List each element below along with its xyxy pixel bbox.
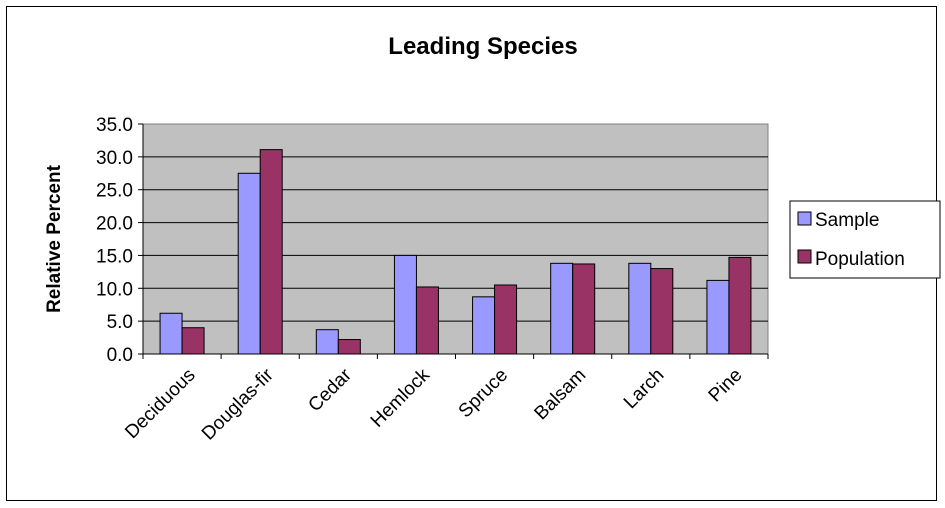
- bar-sample-spruce: [472, 296, 496, 355]
- plot-area: [142, 123, 769, 355]
- bar-sample-larch: [628, 262, 652, 355]
- bar-sample-deciduous: [159, 312, 183, 355]
- y-tick-label: 30.0: [96, 148, 133, 169]
- legend: Sample Population: [789, 200, 941, 279]
- legend-box: [789, 200, 941, 279]
- legend-swatch-sample: [797, 211, 812, 226]
- legend-swatch-population: [797, 249, 812, 264]
- bars: [159, 149, 752, 355]
- y-tick-label: 0.0: [107, 345, 133, 366]
- y-tick-label: 15.0: [96, 246, 133, 267]
- bar-sample-douglas-fir: [237, 172, 261, 355]
- x-tick-label: Deciduous: [121, 365, 199, 443]
- x-tick-label: Cedar: [304, 364, 356, 416]
- x-tick-label: Balsam: [531, 365, 591, 425]
- bar-population-larch: [650, 268, 674, 355]
- x-tick-label: Pine: [705, 365, 747, 407]
- y-tick-label: 20.0: [96, 214, 133, 235]
- y-axis-label: Relative Percent: [44, 164, 65, 313]
- bar-sample-pine: [706, 279, 730, 355]
- bar-population-hemlock: [415, 286, 439, 355]
- y-tick-label: 10.0: [96, 279, 133, 300]
- bar-sample-balsam: [550, 262, 574, 355]
- x-tick-label: Spruce: [455, 365, 512, 422]
- bar-population-cedar: [337, 339, 361, 355]
- bar-population-deciduous: [181, 327, 205, 355]
- y-axis-ticks: 0.0 5.0 10.0 15.0 20.0 25.0 30.0 35.0: [96, 115, 144, 366]
- y-tick-label: 25.0: [96, 181, 133, 202]
- bar-population-balsam: [572, 263, 596, 355]
- x-tick-label: Douglas-fir: [198, 364, 278, 444]
- y-tick-label: 35.0: [96, 115, 133, 136]
- bar-sample-hemlock: [393, 254, 417, 355]
- bar-sample-cedar: [315, 329, 339, 355]
- chart-title: Leading Species: [388, 33, 577, 60]
- x-tick-label: Larch: [620, 365, 668, 413]
- bar-population-douglas-fir: [259, 149, 283, 355]
- y-tick-label: 5.0: [107, 312, 133, 333]
- legend-label-population: Population: [815, 249, 905, 270]
- bar-population-spruce: [494, 284, 518, 355]
- legend-label-sample: Sample: [815, 210, 879, 231]
- bar-population-pine: [728, 256, 752, 355]
- x-tick-label: Hemlock: [367, 364, 434, 431]
